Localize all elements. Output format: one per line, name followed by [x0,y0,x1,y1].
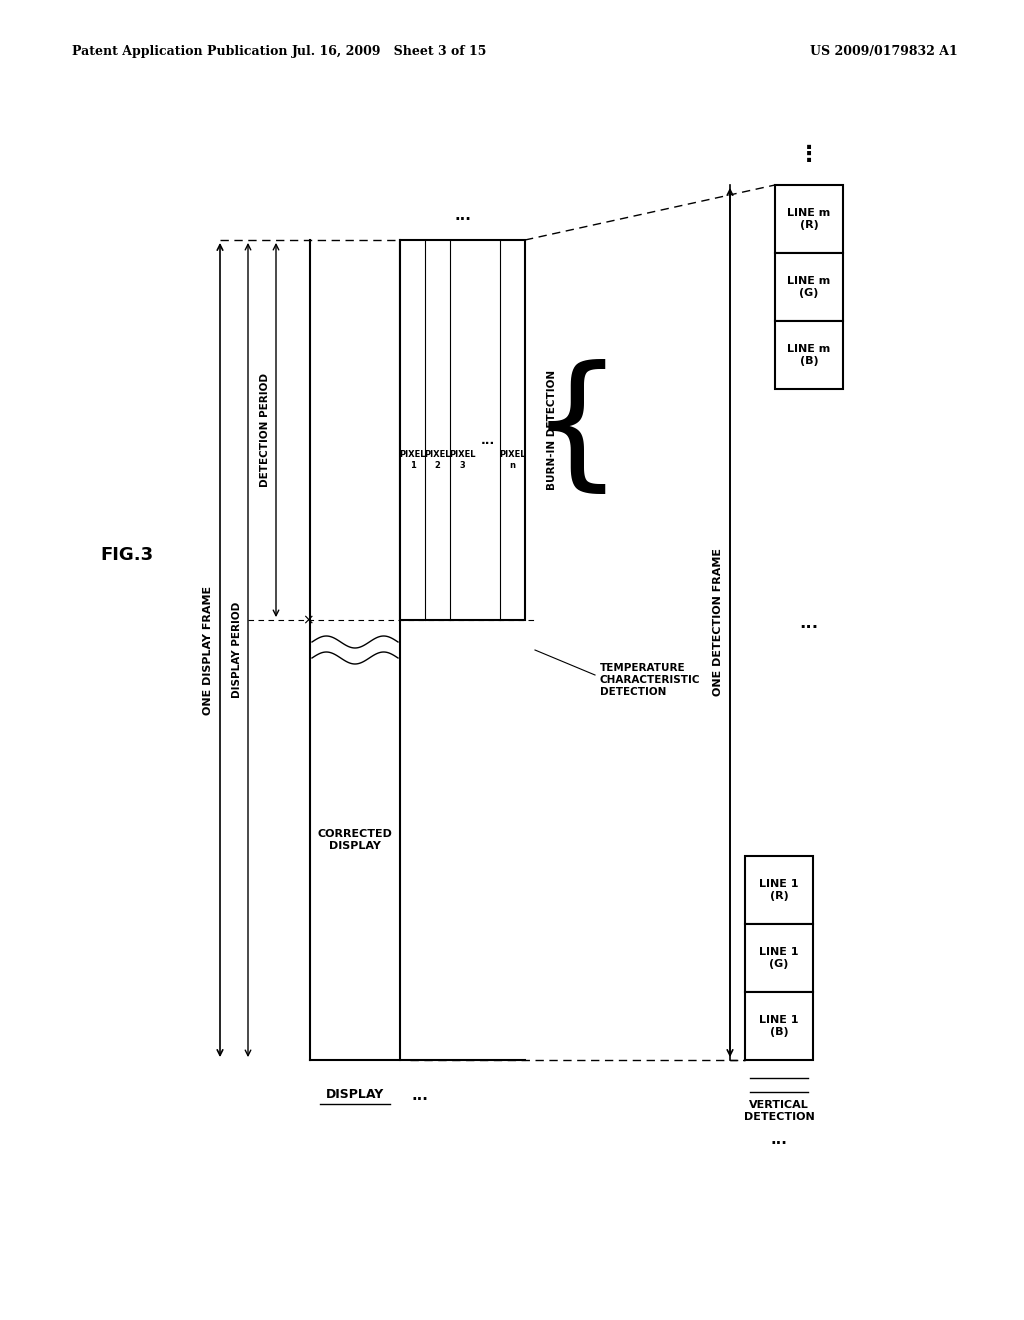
Text: TEMPERATURE
CHARACTERISTIC
DETECTION: TEMPERATURE CHARACTERISTIC DETECTION [600,664,700,697]
Text: ...: ... [412,1088,428,1102]
Text: DETECTION PERIOD: DETECTION PERIOD [260,374,270,487]
Text: VERTICAL
DETECTION: VERTICAL DETECTION [743,1100,814,1122]
Bar [400,240,525,620]
Text: DISPLAY: DISPLAY [326,1089,384,1101]
Text: CORRECTED
DISPLAY: CORRECTED DISPLAY [317,829,392,851]
Text: LINE 1
(B): LINE 1 (B) [759,1015,799,1036]
Text: Jul. 16, 2009   Sheet 3 of 15: Jul. 16, 2009 Sheet 3 of 15 [292,45,487,58]
Text: PIXEL
2: PIXEL 2 [424,450,451,470]
Bar [775,253,843,321]
Text: ×: × [302,612,313,627]
Text: LINE m
(R): LINE m (R) [787,209,830,230]
Text: US 2009/0179832 A1: US 2009/0179832 A1 [810,45,957,58]
Text: ...: ... [480,433,495,446]
Text: Patent Application Publication: Patent Application Publication [72,45,288,58]
Text: PIXEL
3: PIXEL 3 [450,450,476,470]
Text: LINE 1
(R): LINE 1 (R) [759,879,799,900]
Text: LINE m
(G): LINE m (G) [787,276,830,298]
Bar [775,321,843,389]
Text: ...: ... [454,207,471,223]
Text: BURN-IN DETECTION: BURN-IN DETECTION [547,370,557,490]
Text: ...: ... [800,614,818,631]
Bar [745,855,813,924]
Text: DISPLAY PERIOD: DISPLAY PERIOD [232,602,242,698]
Text: FIG.3: FIG.3 [100,546,154,564]
Bar [745,924,813,993]
Text: PIXEL
1: PIXEL 1 [399,450,426,470]
Text: LINE 1
(G): LINE 1 (G) [759,948,799,969]
Text: ⋮: ⋮ [798,145,820,165]
Bar [775,185,843,253]
Text: ...: ... [771,1133,787,1147]
Bar [745,993,813,1060]
Text: {: { [530,359,624,500]
Text: ONE DISPLAY FRAME: ONE DISPLAY FRAME [203,586,213,714]
Text: LINE m
(B): LINE m (B) [787,345,830,366]
Text: PIXEL
n: PIXEL n [500,450,525,470]
Text: ONE DETECTION FRAME: ONE DETECTION FRAME [713,549,723,697]
